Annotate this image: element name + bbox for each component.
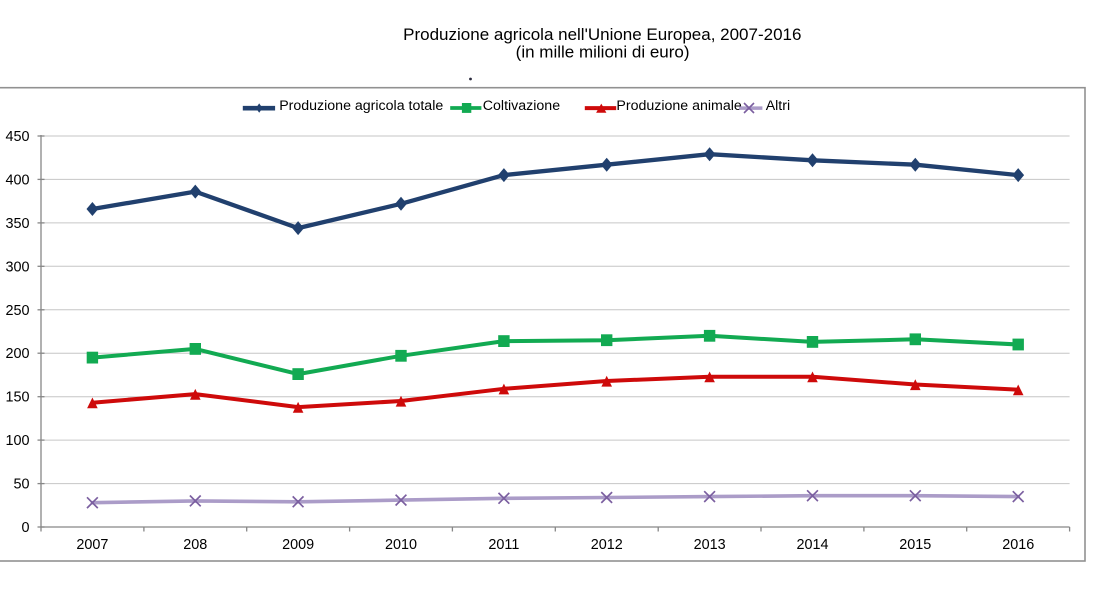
svg-text:Produzione agricola nell'Union: Produzione agricola nell'Unione Europea,… <box>403 25 801 44</box>
svg-text:450: 450 <box>5 129 29 145</box>
svg-text:250: 250 <box>5 303 29 319</box>
svg-text:2007: 2007 <box>76 537 108 553</box>
svg-text:2011: 2011 <box>488 537 519 553</box>
svg-text:2012: 2012 <box>591 537 623 553</box>
svg-text:2015: 2015 <box>899 537 931 553</box>
svg-text:Altri: Altri <box>766 98 790 114</box>
svg-text:150: 150 <box>5 390 29 406</box>
svg-text:2009: 2009 <box>282 537 314 553</box>
svg-text:300: 300 <box>5 259 29 275</box>
svg-text:200: 200 <box>5 346 29 362</box>
svg-text:350: 350 <box>5 216 29 232</box>
svg-text:400: 400 <box>5 172 29 188</box>
svg-text:0: 0 <box>21 520 29 536</box>
svg-text:Coltivazione: Coltivazione <box>483 98 560 114</box>
svg-text:2016: 2016 <box>1002 537 1034 553</box>
svg-text:2014: 2014 <box>796 537 828 553</box>
svg-text:100: 100 <box>5 433 29 449</box>
svg-text:2010: 2010 <box>385 537 417 553</box>
svg-text:208: 208 <box>183 537 207 553</box>
svg-text:2013: 2013 <box>694 537 726 553</box>
svg-text:(in mille milioni di euro): (in mille milioni di euro) <box>516 42 690 61</box>
svg-text:50: 50 <box>13 477 29 493</box>
svg-text:Produzione animale: Produzione animale <box>616 98 742 114</box>
svg-text:Produzione agricola totale: Produzione agricola totale <box>279 98 443 114</box>
